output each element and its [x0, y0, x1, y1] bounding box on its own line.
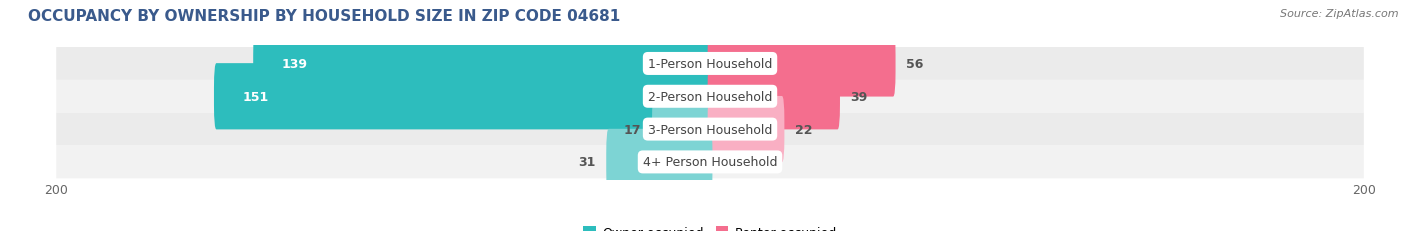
- Text: Source: ZipAtlas.com: Source: ZipAtlas.com: [1281, 9, 1399, 19]
- FancyBboxPatch shape: [56, 81, 1364, 113]
- Text: 151: 151: [243, 90, 269, 103]
- Text: 31: 31: [578, 156, 596, 169]
- Text: 17: 17: [624, 123, 641, 136]
- FancyBboxPatch shape: [56, 48, 1364, 81]
- Text: OCCUPANCY BY OWNERSHIP BY HOUSEHOLD SIZE IN ZIP CODE 04681: OCCUPANCY BY OWNERSHIP BY HOUSEHOLD SIZE…: [28, 9, 620, 24]
- FancyBboxPatch shape: [652, 97, 713, 162]
- Text: 22: 22: [794, 123, 813, 136]
- FancyBboxPatch shape: [707, 64, 839, 130]
- FancyBboxPatch shape: [56, 146, 1364, 179]
- Text: 4+ Person Household: 4+ Person Household: [643, 156, 778, 169]
- Text: 139: 139: [281, 58, 308, 71]
- FancyBboxPatch shape: [707, 31, 896, 97]
- Text: 2-Person Household: 2-Person Household: [648, 90, 772, 103]
- Text: 56: 56: [905, 58, 924, 71]
- Text: 0: 0: [723, 156, 733, 169]
- FancyBboxPatch shape: [253, 31, 713, 97]
- Legend: Owner-occupied, Renter-occupied: Owner-occupied, Renter-occupied: [578, 221, 842, 231]
- FancyBboxPatch shape: [214, 64, 713, 130]
- Text: 3-Person Household: 3-Person Household: [648, 123, 772, 136]
- FancyBboxPatch shape: [56, 113, 1364, 146]
- Text: 1-Person Household: 1-Person Household: [648, 58, 772, 71]
- Text: 39: 39: [851, 90, 868, 103]
- FancyBboxPatch shape: [606, 129, 713, 195]
- FancyBboxPatch shape: [707, 97, 785, 162]
